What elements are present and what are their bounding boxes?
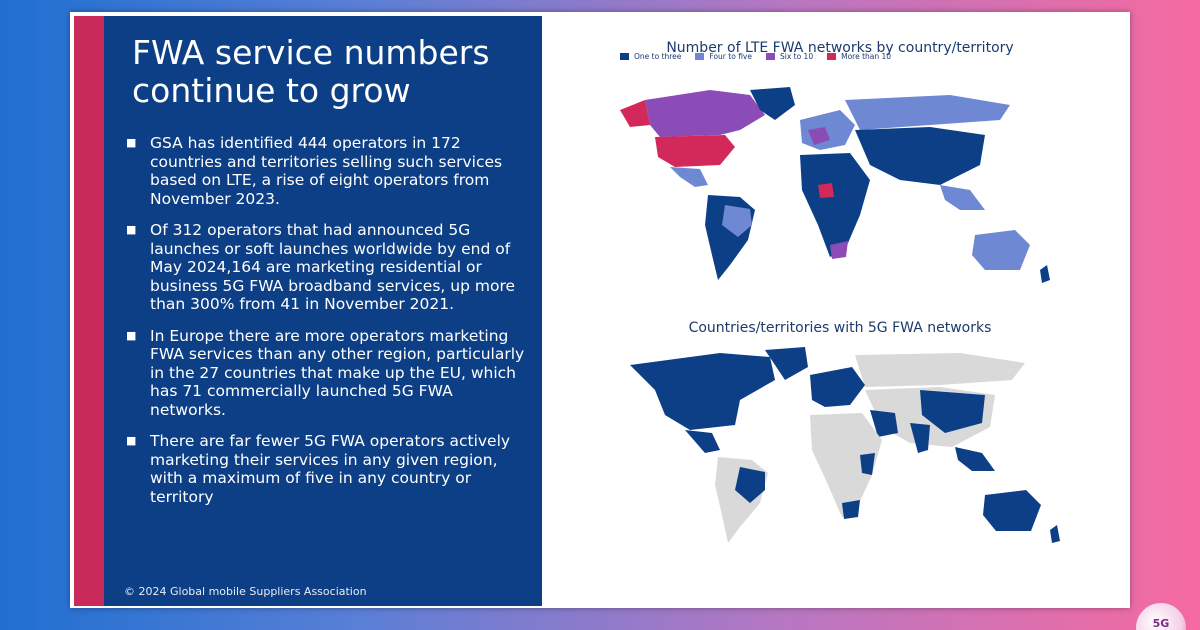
map-region-australia xyxy=(983,490,1041,531)
legend-item: One to three xyxy=(620,52,681,61)
map-region-asia xyxy=(855,127,985,185)
legend-item: Four to five xyxy=(695,52,752,61)
bullet-list: ■ GSA has identified 444 operators in 172… xyxy=(126,134,526,519)
map-region-africa xyxy=(800,153,870,257)
map-region-new-zealand xyxy=(1040,265,1050,283)
map-region-india xyxy=(910,423,930,453)
bullet-marker-icon: ■ xyxy=(126,223,137,236)
map-region-nigeria xyxy=(818,183,834,198)
map-region-canada xyxy=(645,90,765,137)
bullet-item: ■ Of 312 operators that had announced 5G … xyxy=(126,221,516,313)
bullet-item: ■ GSA has identified 444 operators in 172… xyxy=(126,134,503,208)
map-region-alaska xyxy=(620,100,650,127)
map-region-china xyxy=(920,390,985,433)
legend-swatch xyxy=(620,53,629,60)
map-region-southeast-asia xyxy=(940,185,985,210)
legend-swatch xyxy=(765,53,775,60)
map-region-central-america xyxy=(685,430,720,453)
map-region-africa xyxy=(810,413,882,517)
fwa-5g-world-map xyxy=(630,347,1060,543)
5g-logo: 5G xyxy=(1136,603,1186,630)
map-region-usa xyxy=(655,135,735,167)
fwa-5g-map-title: Countries/territories with 5G FWA networ… xyxy=(688,320,992,336)
map-region-russia xyxy=(845,95,1010,130)
legend-swatch xyxy=(695,53,705,60)
lte-world-map xyxy=(620,87,1050,283)
bullet-marker-icon: ■ xyxy=(126,328,137,342)
map-region-new-zealand xyxy=(1050,525,1060,543)
lte-map-legend: One to three Four to five Six to 10 More… xyxy=(620,52,891,61)
map-region-north-america xyxy=(630,353,775,430)
map-region-mexico xyxy=(670,167,708,187)
slide-title: FWA service numbers continue to grow xyxy=(132,33,490,110)
copyright-text: © 2024 Global mobile Suppliers Associati… xyxy=(124,585,367,598)
legend-swatch xyxy=(827,53,837,60)
map-region-europe xyxy=(810,367,865,407)
accent-bar xyxy=(74,16,104,606)
legend-item: Six to 10 xyxy=(765,52,813,61)
map-region-greenland xyxy=(765,347,808,380)
map-region-australia xyxy=(972,230,1030,270)
bullet-item: ■ In Europe there are more operators mark… xyxy=(126,326,525,419)
map-region-southeast-asia xyxy=(955,447,995,471)
map-region-brazil xyxy=(735,467,765,503)
bullet-item: ■ There are far fewer 5G FWA operators ac… xyxy=(126,432,511,506)
map-region-middle-east xyxy=(870,410,898,437)
map-region-russia xyxy=(855,353,1025,387)
map-region-east-africa xyxy=(860,453,875,475)
map-region-south-africa xyxy=(830,241,848,259)
map-region-greenland xyxy=(750,87,795,120)
bullet-marker-icon: ■ xyxy=(126,136,137,149)
lte-map-title: Number of LTE FWA networks by country/te… xyxy=(666,40,1014,56)
legend-item: More than 10 xyxy=(827,52,891,61)
text-panel: FWA service numbers continue to grow ■ GS… xyxy=(104,16,542,606)
map-region-south-africa xyxy=(842,500,860,519)
bullet-marker-icon: ■ xyxy=(126,434,137,447)
map-region-brazil xyxy=(722,205,752,237)
map-region-europe-dense xyxy=(808,127,830,145)
